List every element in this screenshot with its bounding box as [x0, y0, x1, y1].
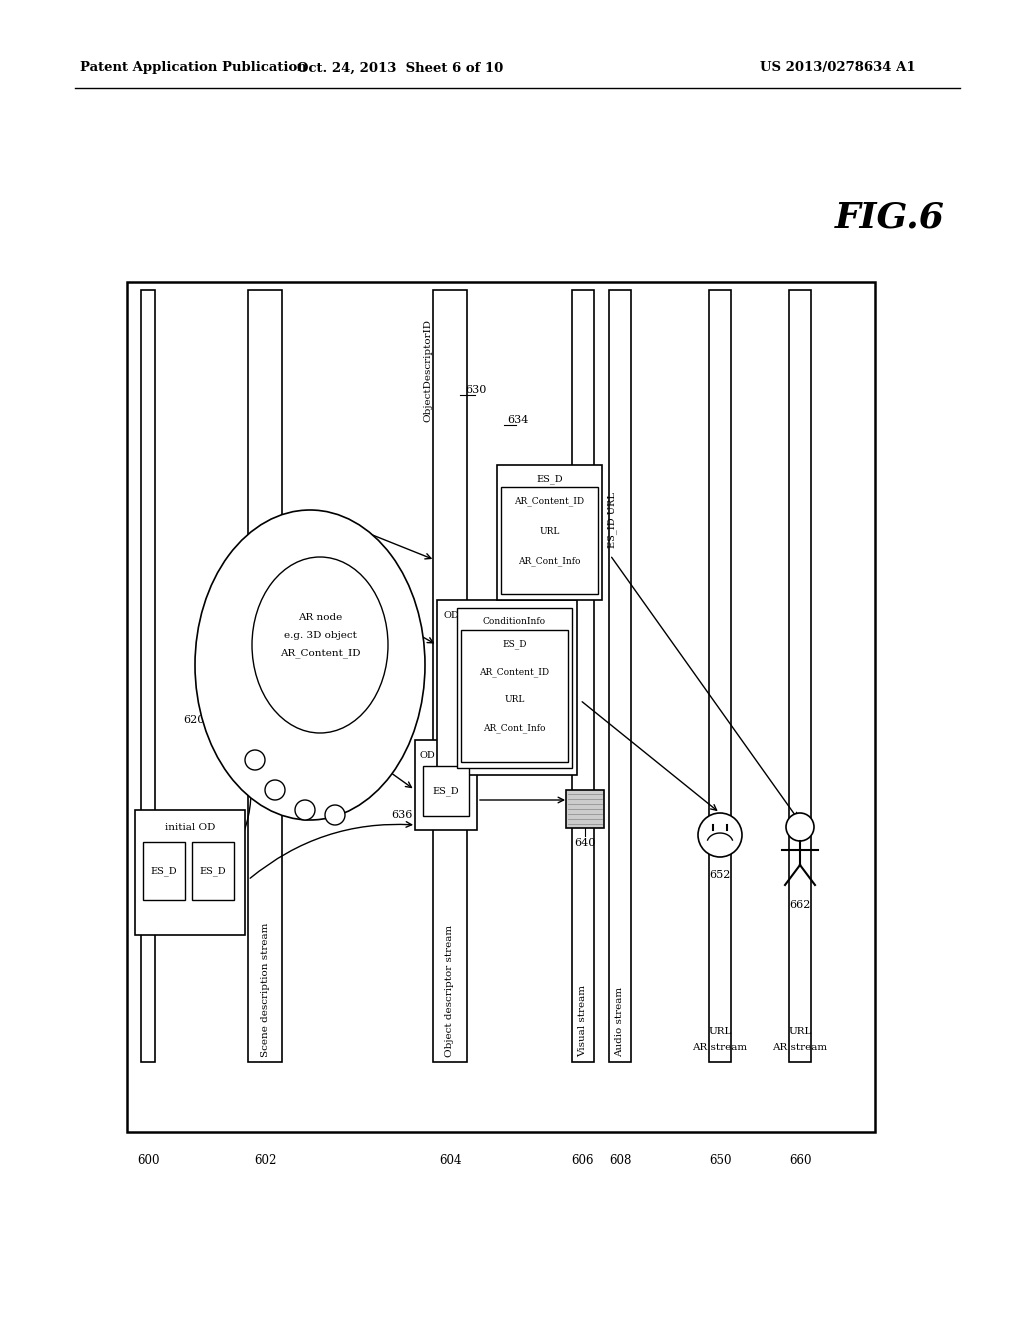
Text: 630: 630	[465, 385, 486, 395]
Text: ES_D: ES_D	[537, 474, 563, 484]
Circle shape	[786, 813, 814, 841]
Text: 600: 600	[137, 1154, 160, 1167]
Text: AR stream: AR stream	[772, 1043, 827, 1052]
Text: 640: 640	[574, 838, 596, 847]
Text: URL: URL	[788, 1027, 812, 1036]
Text: e.g. 3D object: e.g. 3D object	[284, 631, 356, 639]
Text: Scene description stream: Scene description stream	[260, 923, 269, 1057]
Text: ES_ID URL: ES_ID URL	[607, 492, 616, 548]
Text: Visual stream: Visual stream	[579, 985, 588, 1057]
Bar	[141, 290, 155, 1063]
Text: AR_Content_ID: AR_Content_ID	[280, 648, 360, 657]
Circle shape	[325, 805, 345, 825]
Circle shape	[245, 750, 265, 770]
Text: OD: OD	[419, 751, 435, 759]
Circle shape	[295, 800, 315, 820]
Bar	[457, 609, 572, 768]
Text: ES_D: ES_D	[200, 866, 226, 876]
Text: ES_D: ES_D	[433, 787, 460, 796]
Text: AR node: AR node	[298, 612, 342, 622]
Bar	[501, 487, 598, 594]
Bar	[709, 290, 731, 1063]
Text: ES_D: ES_D	[151, 866, 177, 876]
Text: 620: 620	[183, 715, 205, 725]
Text: ConditionInfo: ConditionInfo	[483, 618, 546, 627]
Text: US 2013/0278634 A1: US 2013/0278634 A1	[760, 62, 915, 74]
Text: 622: 622	[237, 543, 258, 553]
Text: Patent Application Publication: Patent Application Publication	[80, 62, 307, 74]
Text: AR_Content_ID: AR_Content_ID	[479, 667, 550, 677]
Bar	[790, 290, 811, 1063]
Text: Object descriptor stream: Object descriptor stream	[445, 925, 455, 1057]
Text: 606: 606	[571, 1154, 594, 1167]
Bar	[248, 290, 282, 1063]
Text: 662: 662	[790, 900, 811, 909]
Ellipse shape	[195, 510, 425, 820]
Text: 636: 636	[391, 810, 413, 820]
Text: 652: 652	[710, 870, 731, 880]
Text: 650: 650	[709, 1154, 731, 1167]
Text: AR_Cont_Info: AR_Cont_Info	[518, 556, 581, 566]
Text: Oct. 24, 2013  Sheet 6 of 10: Oct. 24, 2013 Sheet 6 of 10	[297, 62, 503, 74]
Text: initial OD: initial OD	[165, 824, 215, 833]
Circle shape	[698, 813, 742, 857]
Text: Audio stream: Audio stream	[615, 987, 625, 1057]
Text: AR_Content_ID: AR_Content_ID	[514, 496, 585, 506]
Bar	[423, 766, 469, 816]
Text: AR_Cont_Info: AR_Cont_Info	[483, 723, 546, 733]
Text: 604: 604	[438, 1154, 461, 1167]
Text: FIG.6: FIG.6	[835, 201, 945, 235]
Text: ObjectDescriptorID: ObjectDescriptorID	[424, 318, 432, 421]
Text: OD: OD	[443, 611, 459, 620]
Bar	[143, 842, 185, 900]
Bar	[127, 282, 874, 1133]
Text: ES_D: ES_D	[502, 639, 526, 649]
Bar	[135, 810, 245, 935]
Text: 608: 608	[609, 1154, 631, 1167]
Bar	[437, 601, 577, 775]
Bar	[609, 290, 631, 1063]
Text: URL: URL	[540, 527, 560, 536]
Bar	[566, 789, 604, 828]
Text: 638: 638	[421, 750, 442, 760]
Text: 632: 632	[435, 781, 457, 792]
Text: URL: URL	[709, 1027, 732, 1036]
Text: ES_ID URL: ES_ID URL	[563, 663, 572, 718]
Bar	[497, 465, 602, 601]
Text: 602: 602	[254, 1154, 276, 1167]
Bar	[193, 842, 234, 900]
Text: URL: URL	[504, 696, 524, 705]
Bar	[433, 290, 467, 1063]
Bar	[572, 290, 594, 1063]
Circle shape	[265, 780, 285, 800]
Text: 660: 660	[788, 1154, 811, 1167]
Bar	[461, 630, 568, 762]
Text: AR stream: AR stream	[692, 1043, 748, 1052]
Ellipse shape	[252, 557, 388, 733]
Bar	[415, 741, 477, 830]
Text: 634: 634	[507, 414, 528, 425]
